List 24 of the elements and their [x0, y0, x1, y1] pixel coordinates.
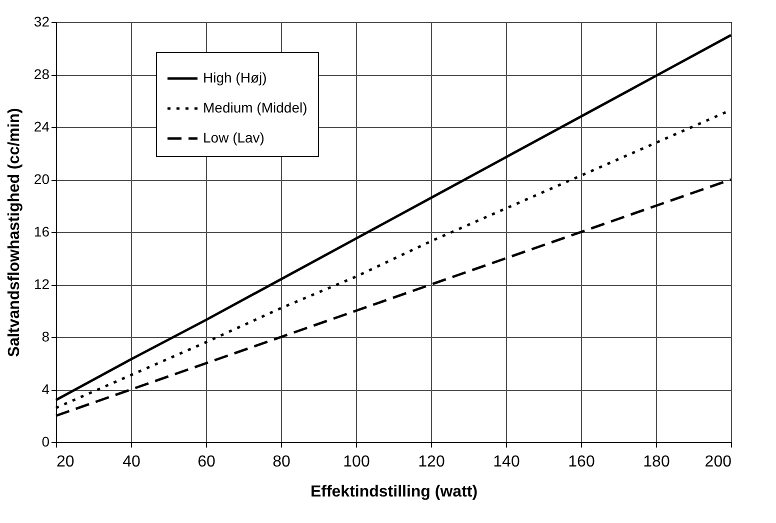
y-tick-label: 24 [34, 118, 50, 134]
y-tick-label: 8 [42, 328, 50, 344]
y-tick-label: 28 [34, 66, 50, 82]
x-axis-title: Effektindstilling (watt) [310, 484, 478, 500]
x-tick-label: 200 [704, 454, 732, 470]
y-tick-label: 20 [34, 171, 50, 187]
x-tick-label: 20 [56, 454, 74, 470]
y-tick-label: 32 [34, 14, 50, 30]
y-tick-label: 12 [34, 276, 50, 292]
x-tick-label: 140 [493, 454, 520, 470]
legend-label: Low (Lav) [203, 130, 264, 146]
x-tick-label: 180 [643, 454, 670, 470]
y-axis-title: Saltvandsflowhastighed (cc/min) [6, 108, 23, 357]
x-tick-label: 40 [122, 454, 140, 470]
legend-label: Medium (Middel) [203, 100, 308, 116]
x-tick-label: 60 [198, 454, 216, 470]
y-tick-label: 16 [34, 224, 50, 240]
y-tick-label: 0 [42, 434, 50, 450]
x-tick-label: 120 [418, 454, 445, 470]
y-tick-label: 4 [42, 381, 50, 397]
x-tick-label: 100 [343, 454, 370, 470]
legend-label: High (Høj) [203, 70, 267, 86]
x-tick-label: 160 [568, 454, 595, 470]
x-tick-label: 80 [272, 454, 290, 470]
